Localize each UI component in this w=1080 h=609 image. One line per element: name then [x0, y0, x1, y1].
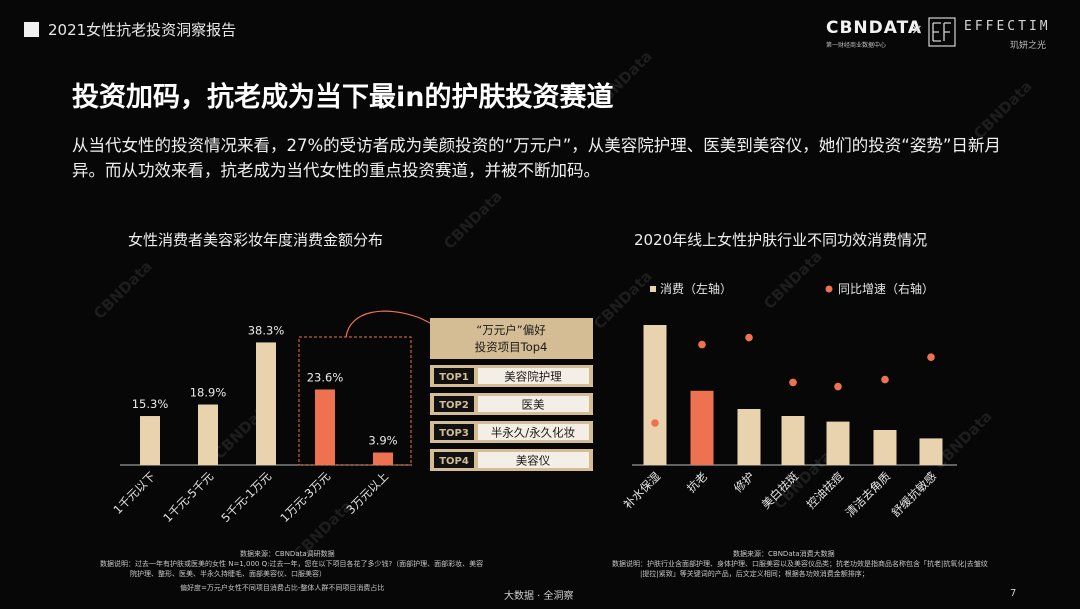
top4-list: TOP1 美容院护理 TOP2 医美 TOP3 半永久/永久化妆 TOP4 美容仪: [430, 365, 593, 471]
left-chart-title: 女性消费者美容彩妆年度消费金额分布: [128, 231, 384, 249]
top4-title-line1: “万元户”偏好: [476, 323, 546, 337]
growth-rate-dot: [651, 419, 659, 427]
right-bar: [643, 325, 667, 465]
effectim-logo: EFFECTIM: [964, 19, 1051, 34]
left-category-label: 5千元-1万元: [218, 469, 274, 525]
growth-rate-dot: [789, 378, 797, 387]
left-bar-value-label: 38.3%: [248, 323, 285, 337]
left-category-label: 1万元-3万元: [277, 469, 333, 525]
top4-rank-label: TOP3: [439, 428, 469, 439]
left-bar-value-label: 23.6%: [307, 370, 344, 384]
left-bar-value-label: 3.9%: [368, 434, 397, 448]
right-bar: [826, 421, 850, 465]
report-title: 2021女性抗老投资洞察报告: [48, 21, 237, 39]
left-bar: [256, 342, 276, 465]
legend-dot-label: 同比增速（右轴）: [838, 281, 934, 296]
connector-arc: [345, 310, 421, 338]
top4-label-bg: [478, 396, 589, 412]
right-bar: [919, 438, 943, 465]
right-chart-legend: 消费（左轴） 同比增速（右轴）: [650, 281, 934, 296]
right-bar: [737, 409, 761, 465]
left-source: 数据来源：CBNData调研数据: [240, 550, 335, 558]
top4-label-bg: [478, 368, 589, 384]
growth-rate-dot: [745, 333, 753, 342]
right-category-label: 舒缓抗敏感: [889, 469, 940, 520]
top4-header-bg: [430, 318, 593, 359]
intro-paragraph: 从当代女性的投资情况来看，27%的受访者成为美颜投资的“万元户”，从美容院护理、…: [72, 136, 1001, 180]
page-number: 7: [1010, 588, 1017, 599]
top4-label-bg: [478, 424, 589, 440]
left-category-label: 3万元以上: [344, 469, 392, 517]
left-bar: [140, 416, 160, 465]
legend-dot-swatch: [825, 285, 833, 293]
top4-rank-label: TOP4: [439, 456, 469, 467]
top4-item-label: 美容院护理: [504, 370, 562, 384]
effectim-logo-sub: 玑妍之光: [1010, 41, 1047, 51]
left-bar: [198, 404, 218, 465]
left-category-label: 1千元-5千元: [160, 469, 216, 525]
left-bar: [315, 389, 335, 465]
logo-separator: ×: [911, 22, 923, 38]
legend-bar-label: 消费（左轴）: [660, 281, 732, 296]
right-category-label: 修护: [731, 469, 757, 495]
left-note-3: 偏好度=万元户女性不同项目消费占比-整体人群不同项目消费占比: [180, 584, 385, 592]
right-note-2: |提拉|紧致」等关键词的产品，后文定义相同；根据各功效消费金额排序；: [640, 570, 869, 578]
top4-title-line2: 投资项目Top4: [475, 340, 548, 354]
top4-label-bg: [478, 452, 589, 468]
left-category-label: 1千元以下: [111, 469, 159, 517]
right-category-label: 补水保湿: [621, 469, 664, 512]
top4-rank-bg: [434, 424, 474, 440]
top4-rank-bg: [434, 396, 474, 412]
right-chart-title: 2020年线上女性护肤行业不同功效消费情况: [634, 231, 928, 249]
growth-rate-dot: [881, 375, 889, 384]
right-source: 数据来源：CBNData消费大数据: [733, 550, 835, 558]
right-category-label: 清洁去角质: [843, 469, 894, 520]
legend-bar-swatch: [650, 286, 656, 292]
highlight-dashed-box: [298, 336, 412, 466]
top4-box: “万元户”偏好 投资项目Top4: [430, 318, 593, 359]
left-bar-value-label: 15.3%: [132, 397, 169, 411]
top4-item-label: 半永久/永久化妆: [491, 426, 576, 440]
right-bar: [690, 390, 714, 465]
cbndata-logo: CBNDATA: [826, 18, 923, 38]
left-note-2: 院护理、整形、医美、半永久持睫毛、面部美容仪、口服美容）: [130, 570, 326, 578]
top4-rank-label: TOP2: [439, 400, 469, 411]
left-bar-value-label: 18.9%: [190, 386, 227, 400]
right-category-label: 抗老: [684, 469, 710, 495]
left-bar: [373, 452, 393, 465]
right-category-label: 美白祛斑: [759, 469, 802, 512]
growth-rate-dot: [927, 353, 935, 362]
page-title: 投资加码，抗老成为当下最in的护肤投资赛道: [72, 82, 614, 113]
top4-rank-label: TOP1: [439, 372, 469, 383]
right-bar: [781, 416, 805, 465]
left-note-1: 数据说明：过去一年有护肤或医美的女性 N=1,000 Q:过去一年，您在以下项目…: [100, 560, 484, 568]
top4-item-label: 医美: [522, 398, 545, 412]
top4-rank-bg: [434, 452, 474, 468]
right-note-1: 数据说明：护肤行业含面部护理、身体护理、口服美容以及美容仪品类；抗老功效是指商品…: [612, 560, 988, 568]
footer-tagline: 大数据 · 全洞察: [504, 591, 574, 602]
header-square-icon: [24, 22, 39, 37]
right-category-label: 控油祛痘: [804, 469, 847, 512]
effectim-mark-icon: [928, 17, 956, 47]
top4-item-label: 美容仪: [516, 454, 551, 468]
top4-rank-bg: [434, 368, 474, 384]
left-bar-chart: 15.3% 1千元以下 18.9% 1千元-5千元 38.3% 5千元-1万元 23.6% 1…: [111, 323, 412, 525]
right-bar: [873, 430, 897, 465]
cbndata-logo-sub: 第一财经商业数据中心: [826, 42, 887, 49]
growth-rate-dot: [834, 382, 842, 391]
growth-rate-dot: [698, 340, 706, 349]
